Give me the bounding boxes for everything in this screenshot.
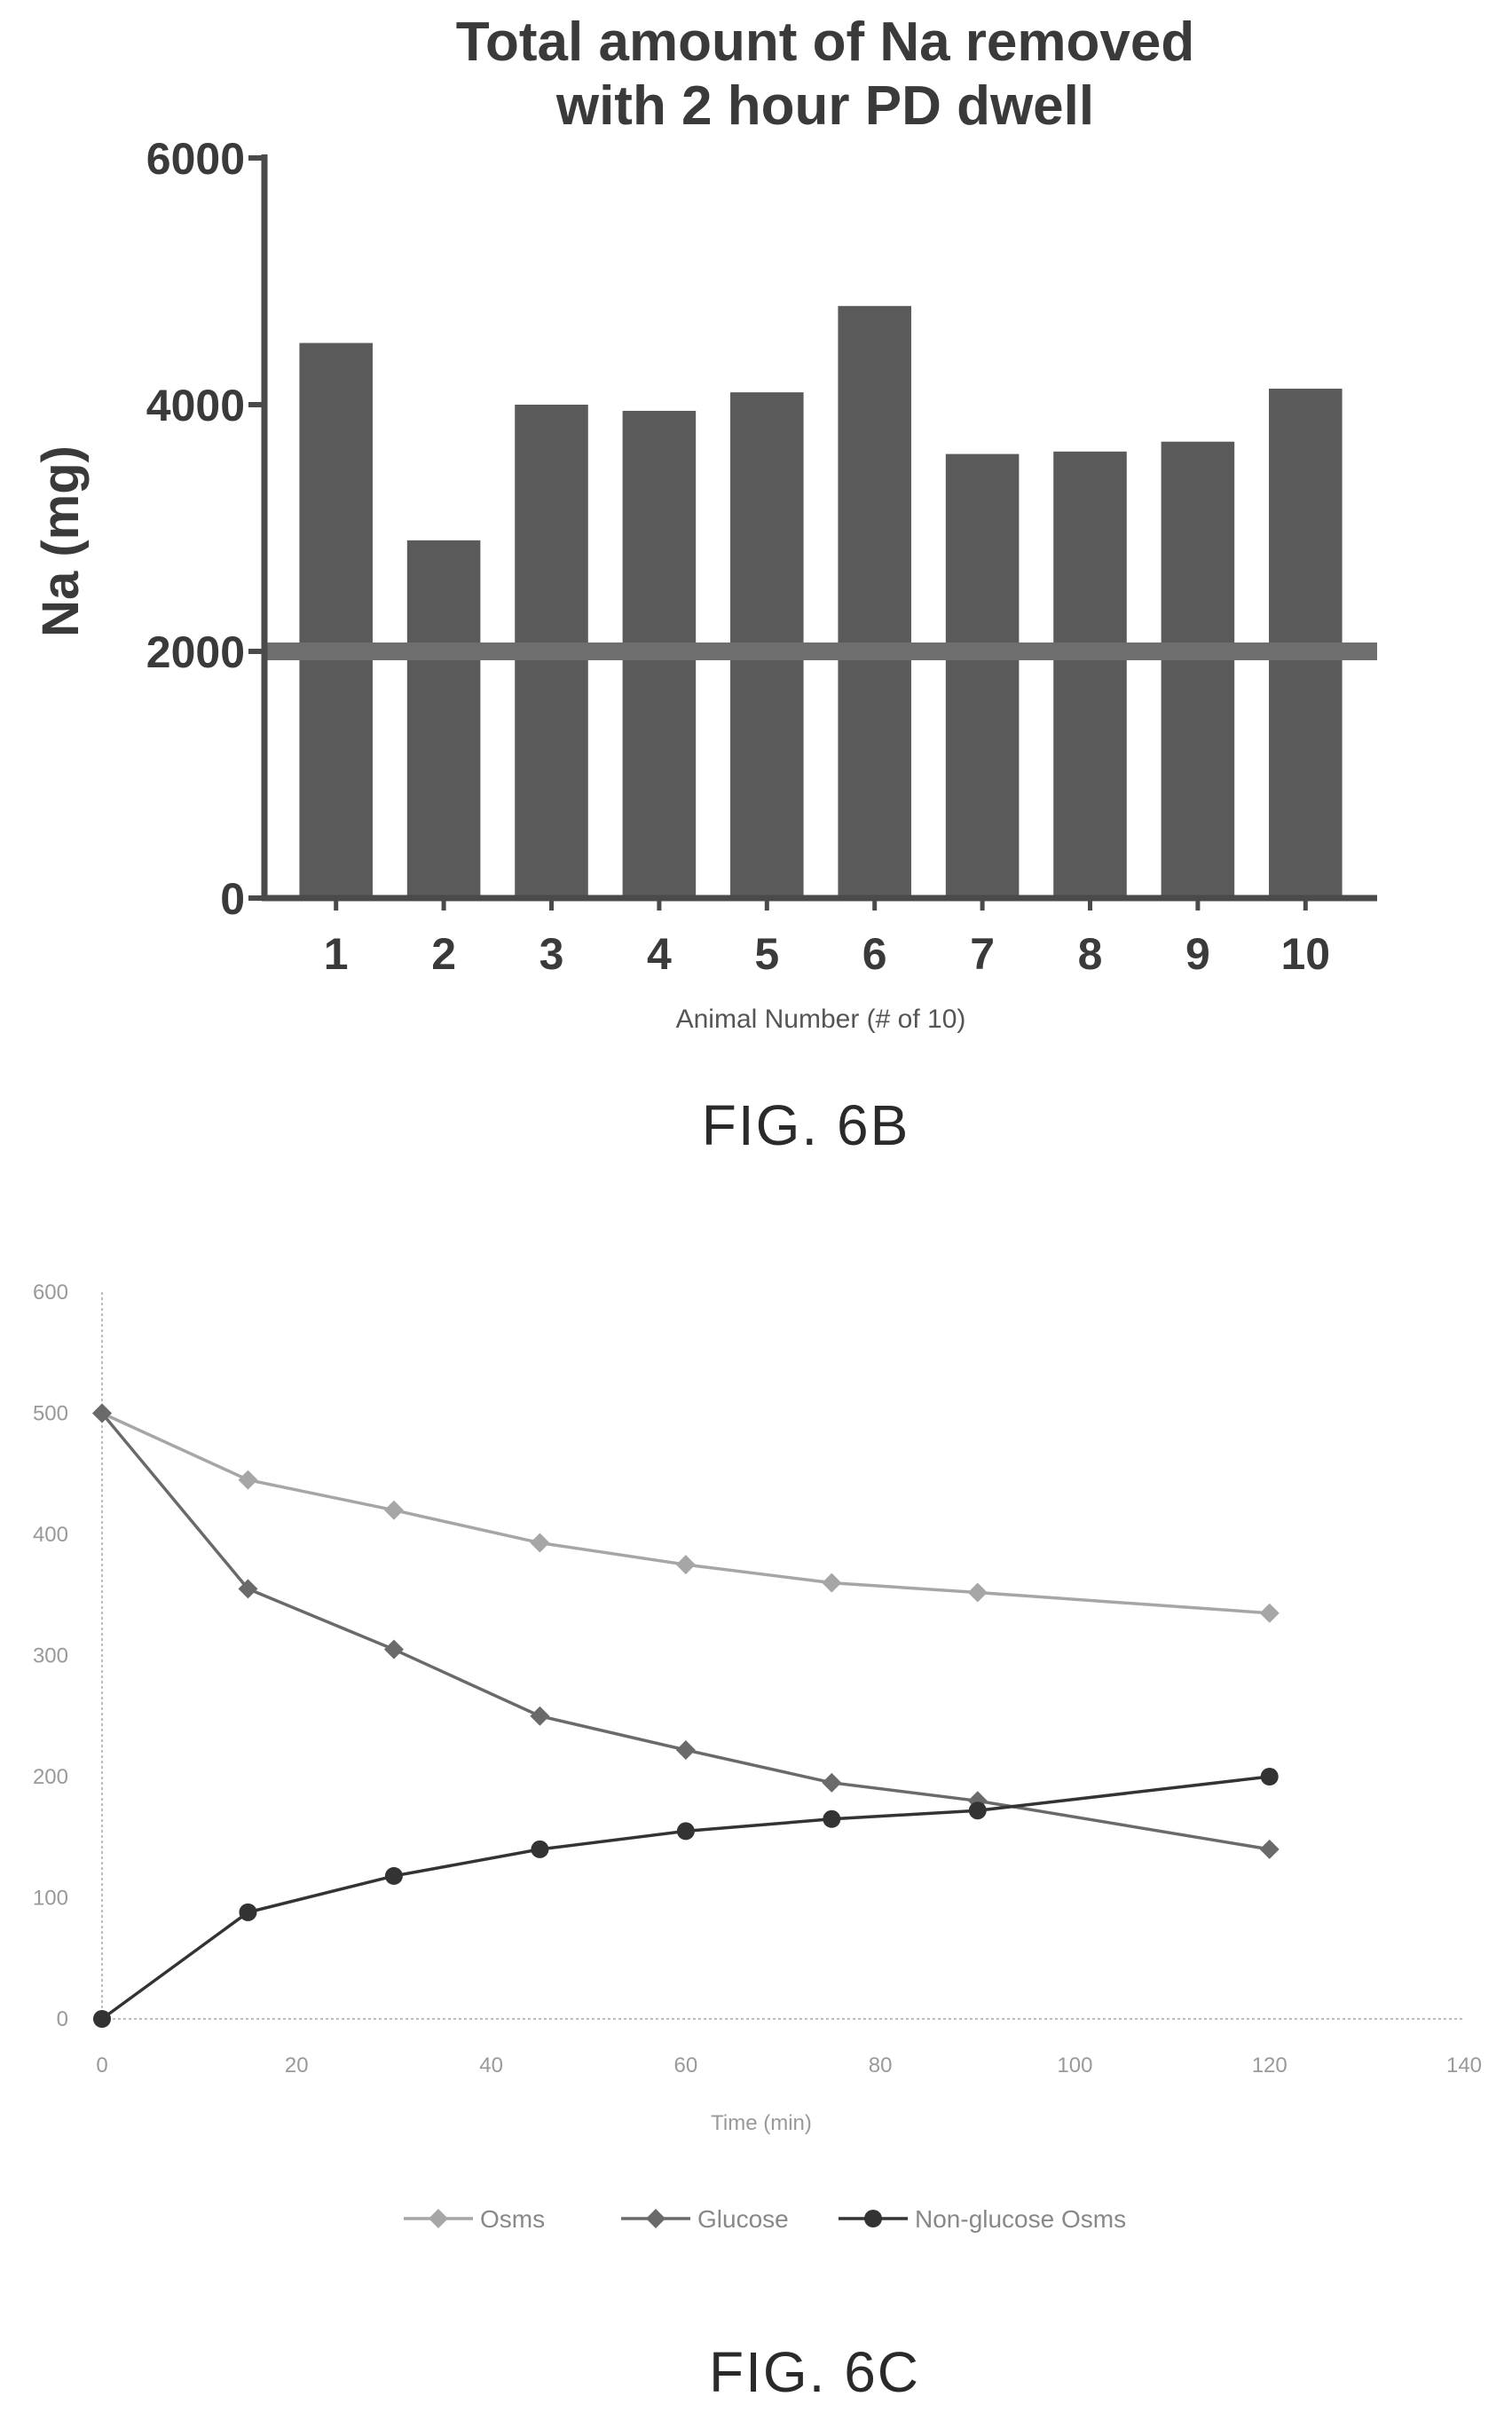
legend-marker-1 — [429, 2209, 448, 2228]
data-point-2-45 — [530, 1706, 550, 1726]
data-point-2-60 — [675, 1739, 696, 1760]
x-tick-label-2: 2 — [431, 929, 456, 979]
data-point-3-15 — [239, 1903, 257, 1921]
chart-b-y-axis-label: Na (mg) — [32, 445, 90, 637]
x-tick-label-7: 7 — [970, 929, 995, 979]
x-tick-label-6: 6 — [862, 929, 887, 979]
y-tick-label-200: 200 — [33, 1765, 68, 1789]
data-point-3-45 — [531, 1840, 549, 1858]
data-point-2-30 — [383, 1639, 404, 1659]
chart-b-title-line1: Total amount of Na removed — [456, 12, 1195, 73]
x-tick-label-80: 80 — [869, 2054, 893, 2077]
x-tick-label-5: 5 — [754, 929, 779, 979]
data-point-2-75 — [822, 1772, 842, 1793]
bar-animal-6 — [838, 305, 911, 898]
chart-c-legend: Osms Glucose Non-glucose Osms — [404, 2205, 1126, 2233]
y-tick-label-4000: 4000 — [146, 381, 245, 430]
series-non-glucose-osms — [93, 1768, 1279, 2028]
bar-animal-8 — [1053, 451, 1127, 898]
x-tick-label-3: 3 — [539, 929, 564, 979]
y-tick-label-6000: 6000 — [146, 134, 245, 184]
x-tick-label-40: 40 — [479, 2054, 503, 2077]
series-line-3 — [100, 1775, 1270, 2021]
data-point-1-120 — [1259, 1603, 1280, 1623]
data-point-2-15 — [238, 1579, 258, 1599]
y-tick-label-300: 300 — [33, 1644, 68, 1668]
bar-animal-2 — [406, 540, 481, 898]
x-tick-label-9: 9 — [1185, 929, 1210, 979]
figure-6c-caption: FIG. 6C — [709, 2340, 920, 2404]
x-tick-label-8: 8 — [1078, 929, 1103, 979]
bar-animal-7 — [945, 453, 1020, 898]
chart-b-title-line2: with 2 hour PD dwell — [555, 75, 1094, 137]
data-point-1-30 — [383, 1500, 404, 1520]
x-tick-label-20: 20 — [285, 2054, 309, 2077]
y-tick-label-500: 500 — [33, 1402, 68, 1426]
data-point-2-0 — [92, 1403, 112, 1423]
x-tick-label-60: 60 — [674, 2054, 698, 2077]
y-tick-label-0: 0 — [220, 874, 245, 924]
data-point-1-90 — [967, 1582, 988, 1603]
legend-label-3: Non-glucose Osms — [915, 2205, 1126, 2233]
y-tick-label-0: 0 — [57, 2007, 68, 2031]
series-line-2 — [100, 1412, 1271, 1851]
chart-b-x-axis-label: Animal Number (# of 10) — [676, 1005, 966, 1034]
legend-marker-2 — [646, 2209, 665, 2228]
data-point-1-60 — [675, 1555, 696, 1575]
series-line-1 — [101, 1411, 1270, 1615]
data-point-3-60 — [676, 1822, 695, 1841]
x-tick-label-100: 100 — [1057, 2054, 1092, 2077]
y-tick-label-600: 600 — [33, 1281, 68, 1305]
bar-animal-1 — [299, 343, 373, 898]
data-point-3-75 — [823, 1809, 841, 1828]
y-tick-label-400: 400 — [33, 1523, 68, 1547]
legend-label-2: Glucose — [697, 2205, 789, 2233]
data-point-3-0 — [93, 2010, 111, 2028]
x-tick-label-120: 120 — [1252, 2054, 1288, 2077]
data-point-3-30 — [384, 1866, 403, 1885]
x-tick-label-0: 0 — [96, 2054, 107, 2077]
series-osms — [92, 1403, 1280, 1623]
chart-c-x-axis-label: Time (min) — [711, 2111, 812, 2135]
data-point-3-120 — [1260, 1768, 1279, 1786]
na-removed-bar-chart: Total amount of Na removed with 2 hour P… — [32, 12, 1377, 1157]
figure-6b-caption: FIG. 6B — [702, 1093, 910, 1157]
bar-animal-9 — [1161, 441, 1235, 898]
legend-marker-3 — [864, 2210, 882, 2227]
x-tick-label-140: 140 — [1446, 2054, 1482, 2077]
y-tick-label-2000: 2000 — [146, 627, 245, 677]
x-tick-label-4: 4 — [647, 929, 672, 979]
series-glucose — [92, 1403, 1280, 1859]
data-point-1-45 — [530, 1533, 550, 1553]
y-tick-label-100: 100 — [33, 1887, 68, 1911]
legend-label-1: Osms — [480, 2205, 545, 2233]
x-tick-label-10: 10 — [1280, 929, 1330, 979]
osms-glucose-line-chart: 0 100 200 300 400 500 600 0 20 40 60 80 100 120 140 T… — [33, 1281, 1482, 2404]
data-point-2-120 — [1259, 1839, 1280, 1859]
data-point-3-90 — [968, 1801, 987, 1820]
data-point-1-15 — [238, 1470, 258, 1490]
x-tick-label-1: 1 — [324, 929, 349, 979]
data-point-1-75 — [822, 1573, 842, 1593]
